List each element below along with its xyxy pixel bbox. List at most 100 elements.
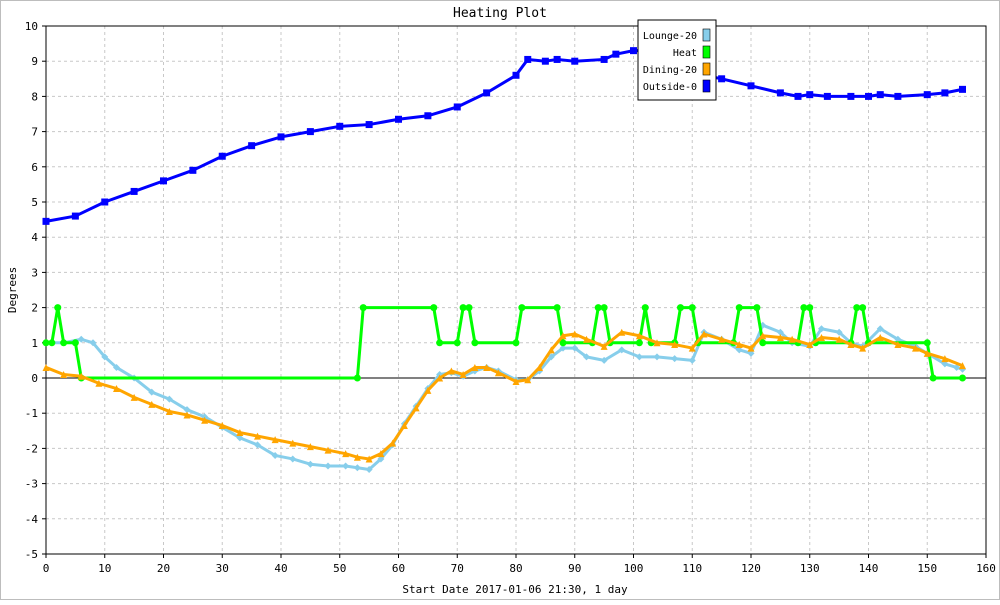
y-tick-label: 3 [31, 266, 38, 279]
series-outside-0 [42, 47, 966, 225]
data-point [353, 464, 361, 472]
data-point [806, 91, 814, 99]
data-point [747, 82, 755, 90]
data-point [571, 330, 579, 338]
data-point [471, 339, 479, 347]
data-point [776, 89, 784, 97]
data-point [342, 450, 350, 458]
data-point [618, 328, 626, 336]
data-point [718, 335, 726, 343]
data-point [876, 91, 884, 99]
data-point [130, 187, 138, 195]
x-tick-label: 130 [800, 562, 820, 575]
data-point [89, 339, 97, 347]
data-point [324, 446, 332, 454]
data-point [788, 335, 796, 343]
data-point [395, 115, 402, 123]
data-point [800, 304, 808, 312]
x-tick-label: 10 [98, 562, 111, 575]
data-point [559, 339, 567, 347]
data-point [42, 339, 50, 347]
data-point [289, 439, 297, 447]
x-tick-label: 160 [976, 562, 996, 575]
data-point [60, 370, 68, 378]
data-point [306, 443, 314, 451]
data-point [130, 393, 138, 401]
x-tick-label: 150 [917, 562, 937, 575]
data-point [483, 363, 491, 371]
data-point [641, 304, 649, 312]
x-axis-title: Start Date 2017-01-06 21:30, 1 day [402, 583, 628, 596]
data-point [459, 304, 467, 312]
x-tick-label: 30 [216, 562, 229, 575]
data-point [359, 304, 367, 312]
data-point [653, 353, 661, 361]
y-tick-label: 4 [31, 231, 38, 244]
data-point [324, 462, 332, 470]
data-point [688, 356, 696, 364]
data-point [630, 47, 637, 55]
data-point [929, 374, 937, 382]
data-point [635, 353, 643, 361]
series-line-heat [46, 306, 963, 380]
data-point [336, 122, 344, 130]
data-point [377, 450, 385, 458]
data-point [894, 92, 902, 100]
data-point [471, 363, 479, 371]
data-point [436, 374, 444, 382]
data-point [54, 304, 62, 312]
x-tick-label: 80 [509, 562, 522, 575]
data-point [583, 353, 590, 361]
data-point [271, 436, 279, 444]
data-point [747, 349, 755, 357]
data-point [494, 369, 502, 377]
x-tick-label: 110 [682, 562, 702, 575]
data-point [941, 89, 949, 97]
data-point [165, 395, 173, 403]
x-tick-label: 60 [392, 562, 405, 575]
data-point [635, 339, 643, 347]
data-point [735, 346, 743, 354]
data-point [518, 304, 526, 312]
data-point [559, 332, 567, 340]
data-point [306, 460, 314, 468]
data-point [160, 177, 167, 185]
data-point [671, 355, 679, 363]
data-point [776, 328, 784, 336]
data-point [113, 363, 120, 371]
y-axis-title: Degrees [6, 267, 19, 313]
data-point [48, 339, 56, 347]
data-point [254, 432, 261, 440]
data-point [859, 344, 867, 352]
data-point [894, 341, 902, 349]
data-point [735, 341, 743, 349]
data-point [248, 142, 256, 150]
data-point [536, 363, 543, 371]
data-point [571, 57, 579, 65]
legend-label: Heat [673, 48, 697, 59]
data-point [254, 441, 261, 449]
data-point [183, 406, 191, 414]
data-point [524, 55, 532, 63]
series-dining-20 [42, 328, 966, 463]
chart-legend: Lounge-20 Heat Dining-20 Outside-0 [637, 19, 717, 101]
data-point [923, 339, 931, 347]
data-point [512, 71, 520, 79]
data-point [289, 455, 297, 463]
y-tick-label: 0 [31, 372, 38, 385]
data-point [453, 103, 461, 111]
data-point [183, 411, 191, 419]
data-point [365, 455, 373, 463]
data-point [95, 379, 103, 387]
legend-swatch [702, 28, 711, 42]
data-point [524, 376, 532, 384]
data-point [759, 332, 767, 340]
x-tick-label: 90 [568, 562, 581, 575]
data-point [571, 344, 579, 352]
data-point [77, 335, 85, 343]
data-point [600, 304, 608, 312]
data-point [553, 55, 561, 63]
data-point [612, 50, 620, 58]
data-point [71, 212, 79, 220]
data-point [424, 386, 432, 394]
